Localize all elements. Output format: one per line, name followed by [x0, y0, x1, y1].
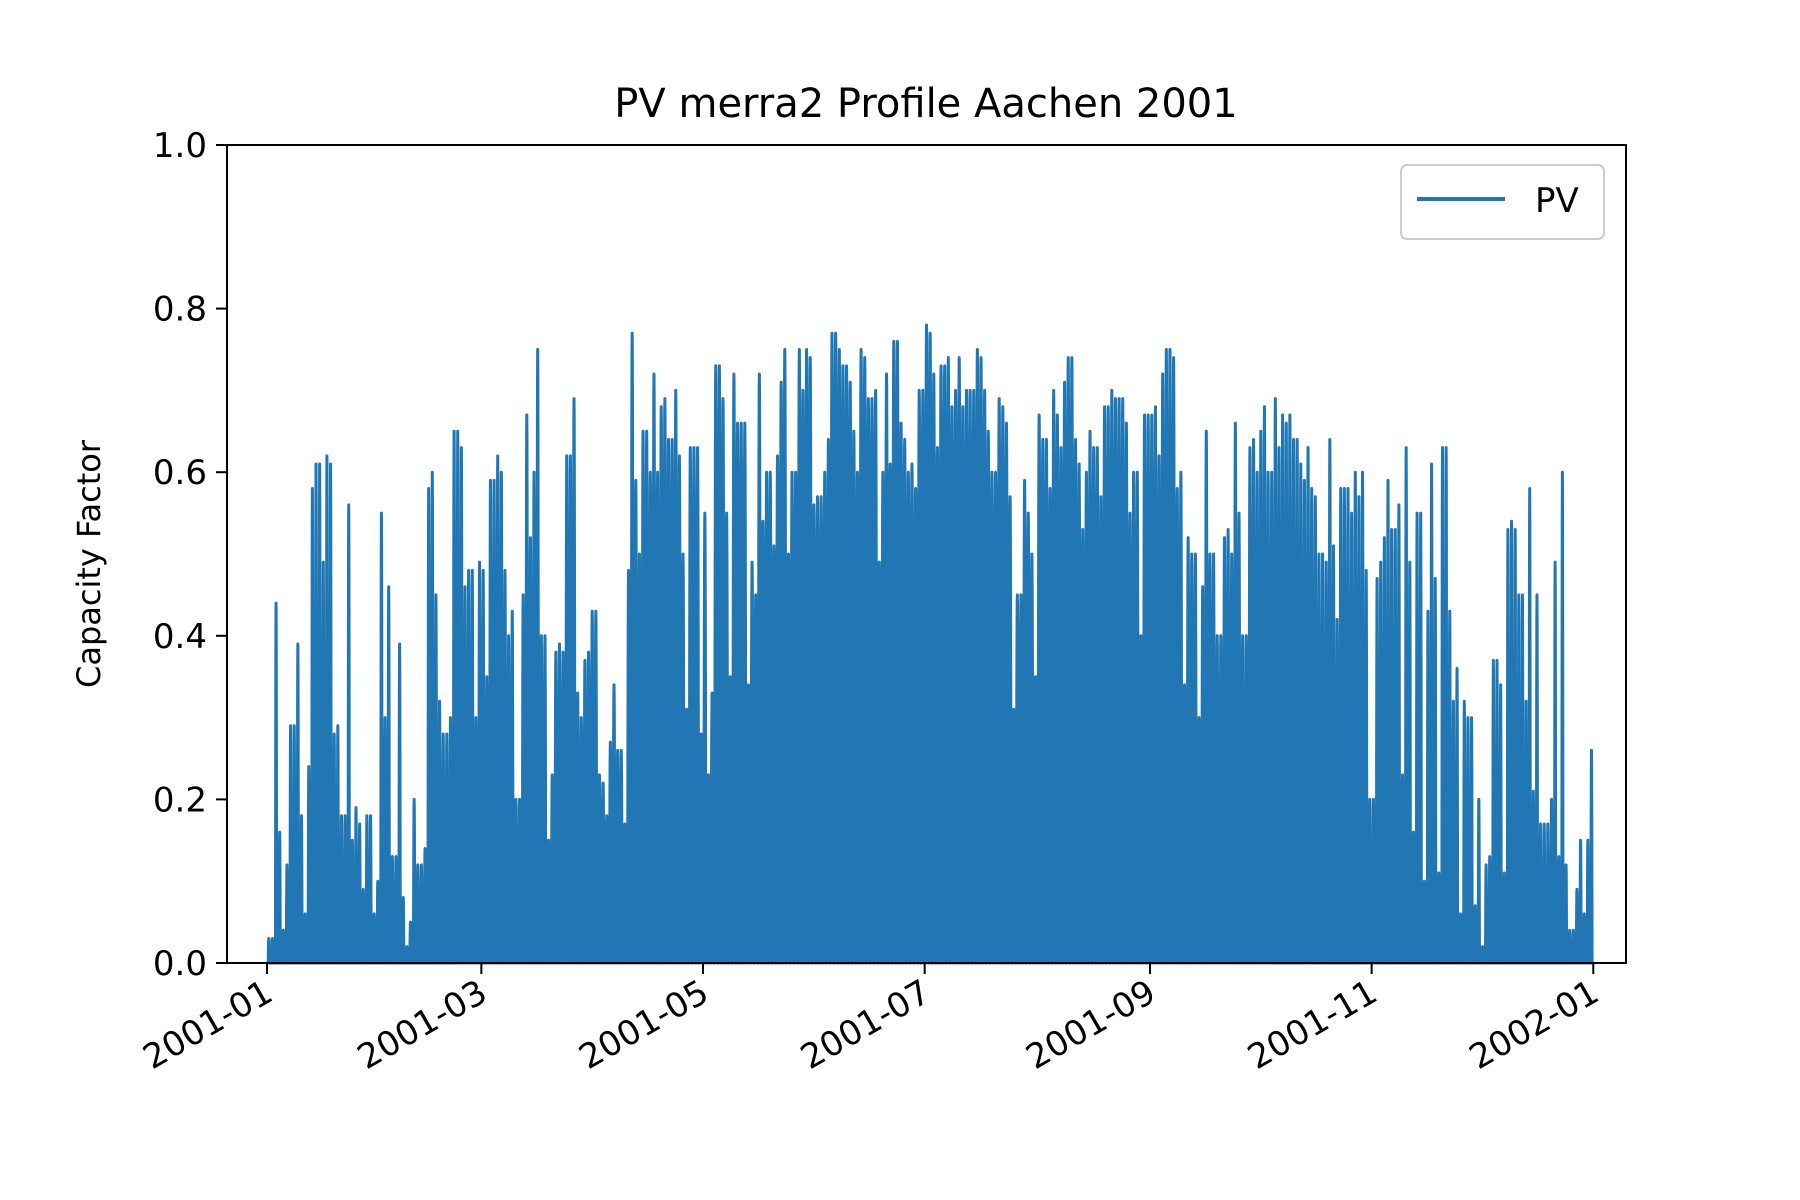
y-tick-label: 0.0	[153, 944, 207, 984]
y-tick-label: 1.0	[153, 126, 207, 166]
legend-label-pv: PV	[1535, 181, 1579, 221]
y-axis-label: Capacity Factor	[70, 439, 108, 688]
y-tick-label: 0.4	[153, 617, 207, 657]
y-tick-label: 0.6	[153, 453, 207, 493]
y-tick-label: 0.8	[153, 290, 207, 330]
legend: PV	[1400, 164, 1605, 240]
plot-frame	[226, 144, 1627, 964]
chart-title: PV merra2 Profile Aachen 2001	[614, 81, 1237, 127]
y-tick-label: 0.2	[153, 780, 207, 820]
legend-box	[1400, 164, 1605, 240]
y-axis: 0.0 0.2 0.4 0.6 0.8 1.0	[153, 126, 227, 984]
